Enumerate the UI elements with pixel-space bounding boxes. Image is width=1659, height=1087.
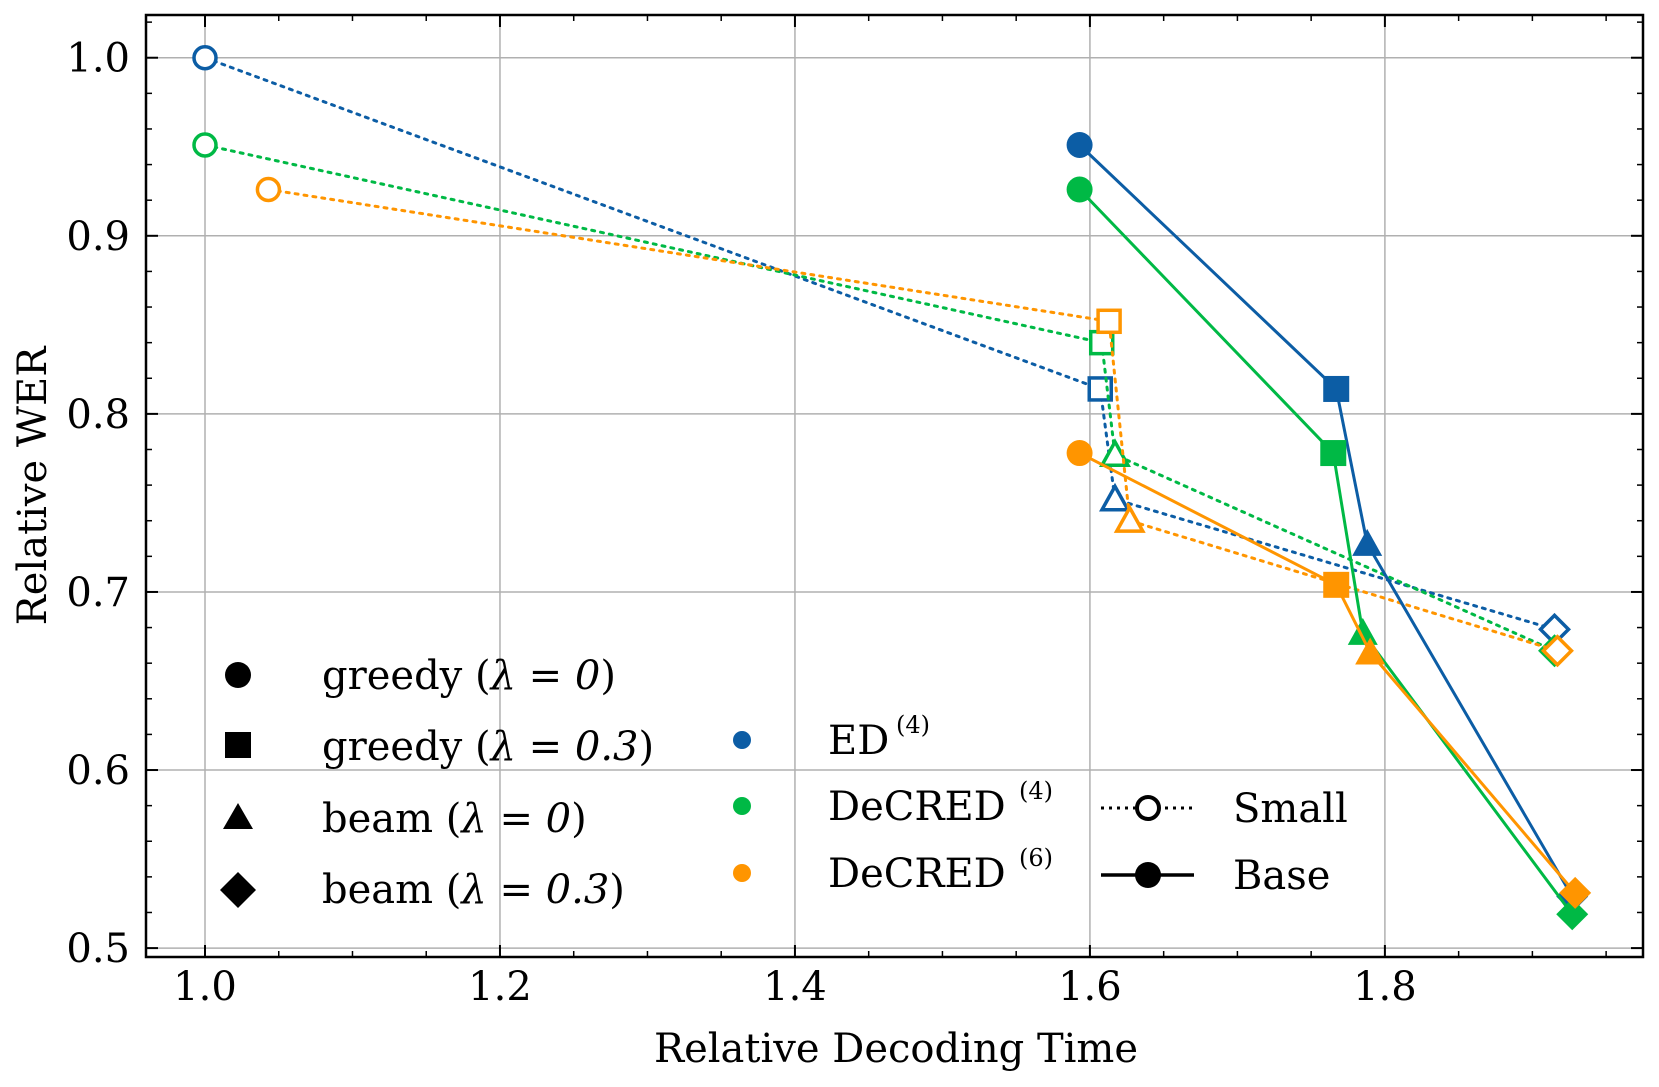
series-line: [1078, 143, 1574, 898]
legend-models: ED (4) DeCRED (4) DeCRED (6): [733, 711, 1053, 897]
legend-base: Base: [1233, 853, 1330, 899]
legend-square-marker: [225, 732, 251, 758]
legend-ed4: ED: [828, 718, 889, 764]
legend-decred4-swatch: [733, 797, 751, 815]
legend-small-marker: [1135, 795, 1161, 821]
y-tick-label: 0.5: [66, 926, 130, 972]
plot-frame: [144, 13, 1645, 959]
ticks: 1.0 1.2 1.4 1.6 1.8 0.5 0.6 0.7 0.8 0.9 1.0: [66, 15, 1643, 1010]
x-tick-label: 1.6: [1058, 964, 1122, 1010]
greedy-0-marker: [255, 176, 282, 203]
legend-beam-03: beam (λ = 0.3): [322, 867, 625, 913]
legend-base-marker: [1135, 862, 1161, 888]
y-tick-label: 0.6: [66, 748, 130, 794]
greedy-03-marker: [1320, 440, 1347, 467]
series-line: [1078, 188, 1574, 916]
legend-decred4: DeCRED: [828, 784, 1006, 830]
beam-03-marker: [1559, 876, 1592, 909]
greedy-0-marker: [192, 132, 218, 158]
grid: [146, 15, 1643, 957]
series-ed4-small: [192, 44, 1571, 646]
legend-sizes: Small Base: [1101, 786, 1348, 899]
greedy-0-marker: [1066, 176, 1093, 203]
series-line: [266, 188, 1559, 653]
series-line: [203, 56, 1557, 631]
legend-diamond-marker: [220, 872, 256, 908]
series-line: [1078, 451, 1577, 894]
x-tick-label: 1.4: [763, 964, 827, 1010]
legend-decred6-swatch: [733, 864, 751, 882]
series-line: [203, 143, 1557, 653]
legend-beam-0: beam (λ = 0): [322, 796, 587, 842]
y-tick-label: 0.9: [66, 214, 130, 260]
series-decred6-base: [1066, 440, 1592, 909]
beam-0-marker: [1355, 637, 1386, 665]
legend-greedy-0: greedy (λ = 0): [322, 653, 616, 699]
legend-decred6: DeCRED: [828, 851, 1006, 897]
y-tick-label: 1.0: [66, 36, 130, 82]
greedy-03-marker: [1087, 376, 1113, 402]
greedy-0-marker: [192, 44, 218, 71]
legend-small: Small: [1233, 786, 1348, 832]
y-axis-title: Relative WER: [10, 345, 56, 626]
beam-0-marker: [1099, 482, 1131, 512]
legend-greedy-03: greedy (λ = 0.3): [322, 724, 654, 770]
series-decred6-small: [255, 176, 1574, 668]
greedy-0-marker: [1066, 131, 1093, 158]
beam-03-marker: [1540, 634, 1574, 668]
legend-decred6-sup: (6): [1019, 844, 1053, 872]
y-tick-label: 0.7: [66, 570, 130, 616]
beam-0-marker: [1352, 528, 1383, 556]
legend-decred4-sup: (4): [1019, 777, 1053, 805]
legend-triangle-marker: [223, 803, 253, 829]
legend-markers: greedy (λ = 0) greedy (λ = 0.3) beam (λ …: [220, 653, 654, 913]
x-tick-label: 1.0: [173, 964, 237, 1010]
y-tick-label: 0.8: [66, 392, 130, 438]
greedy-03-marker: [1096, 308, 1122, 335]
legend-ed4-sup: (4): [896, 711, 930, 739]
greedy-0-marker: [1066, 440, 1093, 467]
beam-0-marker: [1113, 504, 1146, 533]
greedy-03-marker: [1323, 571, 1350, 598]
x-tick-label: 1.8: [1353, 964, 1417, 1010]
beam-03-marker: [1556, 898, 1589, 931]
x-axis-title: Relative Decoding Time: [654, 1026, 1138, 1072]
series-layer: [192, 44, 1592, 931]
greedy-03-marker: [1323, 375, 1350, 402]
legend-ed4-swatch: [733, 731, 751, 749]
legend-circle-marker: [225, 662, 251, 688]
x-tick-label: 1.2: [468, 964, 532, 1010]
